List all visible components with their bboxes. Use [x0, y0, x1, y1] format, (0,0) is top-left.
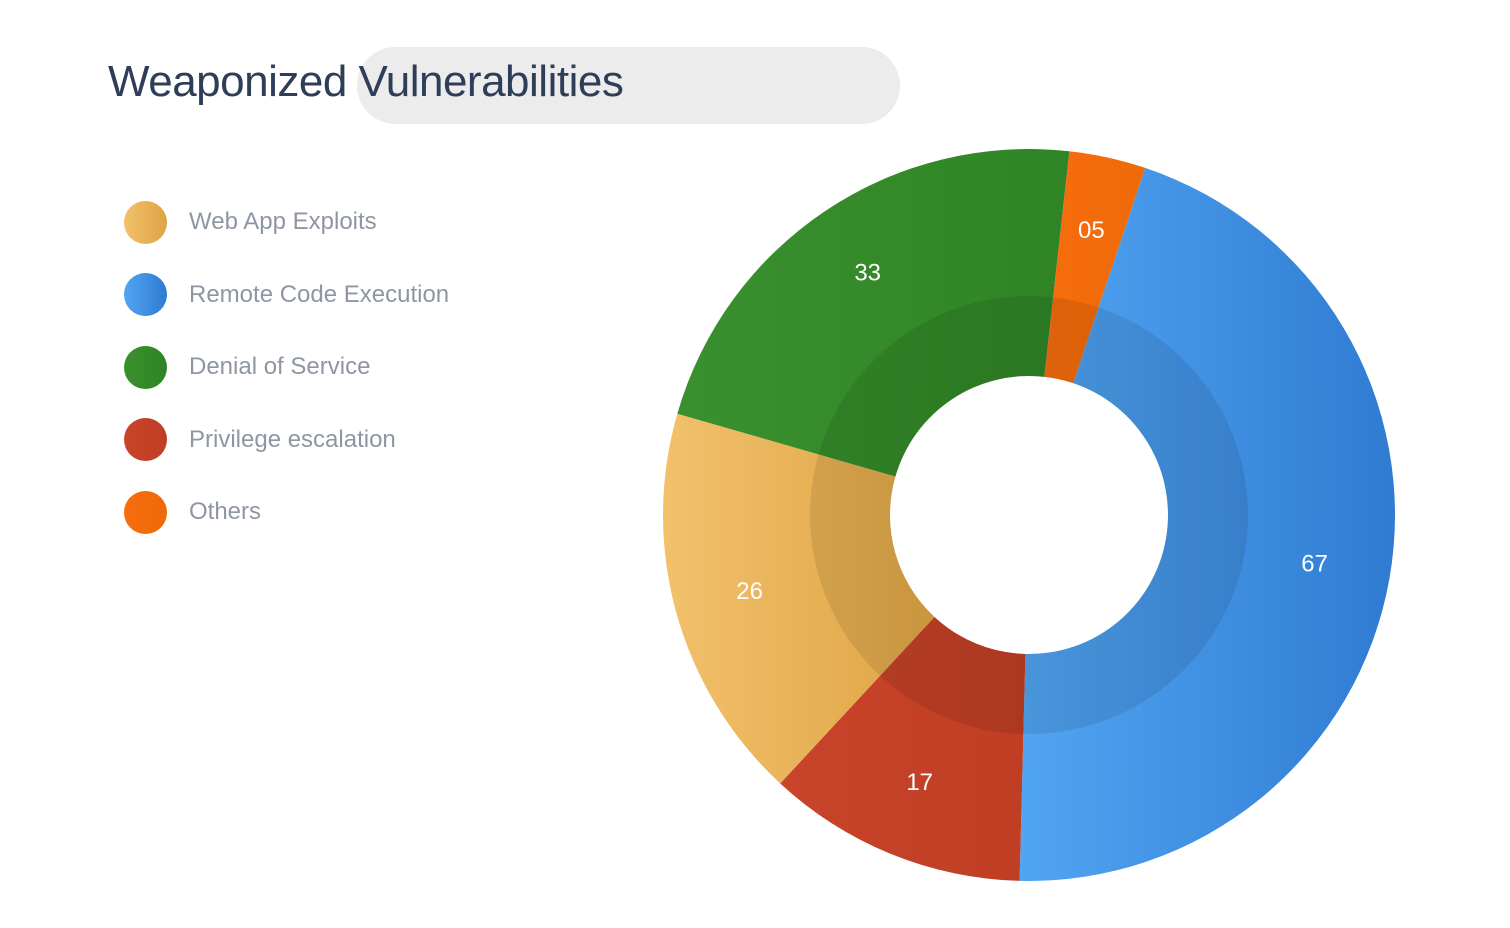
- legend-swatch: [124, 273, 167, 316]
- legend-label: Remote Code Execution: [189, 280, 450, 308]
- legend-swatch: [124, 418, 167, 461]
- legend-label: Others: [189, 498, 262, 525]
- slice-denial-of-service: [677, 149, 1070, 477]
- inner-band-remote-code-execution: [1023, 307, 1248, 734]
- legend-label: Web App Exploits: [189, 208, 377, 235]
- legend-swatch: [124, 200, 167, 244]
- inner-band-denial-of-service: [818, 296, 1054, 477]
- data-label-privilege-escalation: 17: [906, 769, 933, 796]
- slice-others: [1044, 151, 1146, 384]
- legend-item-others: Others: [124, 490, 261, 534]
- title-highlight-pill: [357, 47, 900, 124]
- data-label-web-app-exploits: 26: [736, 578, 763, 605]
- legend-swatch: [124, 490, 167, 534]
- slice-web-app-exploits: [662, 413, 935, 784]
- inner-band-privilege-escalation: [880, 616, 1026, 734]
- slice-privilege-escalation: [780, 616, 1026, 881]
- legend-label: Privilege escalation: [189, 425, 396, 453]
- data-label-denial-of-service: 33: [854, 259, 881, 286]
- inner-band-web-app-exploits: [810, 454, 935, 676]
- slice-remote-code-execution: [1019, 167, 1395, 881]
- legend-item-remote-code-execution: Remote Code Execution: [124, 273, 449, 317]
- legend-item-privilege-escalation: Privilege escalation: [124, 418, 396, 462]
- data-label-remote-code-execution: 67: [1301, 551, 1328, 578]
- legend-label: Denial of Service: [189, 353, 371, 380]
- legend-item-denial-of-service: Denial of Service: [124, 345, 370, 389]
- legend-swatch: [124, 345, 167, 389]
- data-label-others: 05: [1078, 217, 1105, 244]
- chart-title: Weaponized Vulnerabilities: [108, 57, 624, 106]
- inner-band-others: [1044, 297, 1099, 384]
- legend-item-web-app-exploits: Web App Exploits: [124, 200, 377, 244]
